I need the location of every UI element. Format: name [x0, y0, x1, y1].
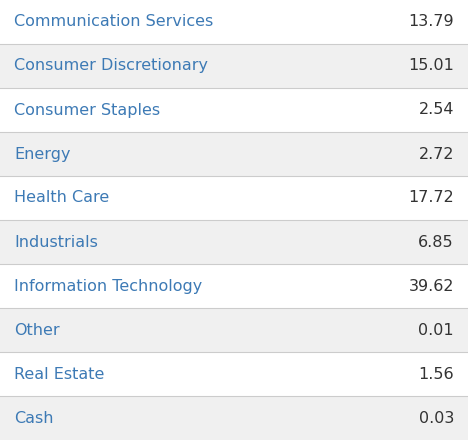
- Text: 1.56: 1.56: [418, 367, 454, 381]
- Text: Real Estate: Real Estate: [14, 367, 104, 381]
- Text: Health Care: Health Care: [14, 191, 110, 205]
- Bar: [0, 44, 468, 88]
- Text: 2.72: 2.72: [418, 147, 454, 161]
- Text: Communication Services: Communication Services: [14, 15, 213, 29]
- Text: Industrials: Industrials: [14, 235, 98, 249]
- Text: 0.01: 0.01: [418, 323, 454, 337]
- Bar: [0, 88, 468, 132]
- Text: 39.62: 39.62: [409, 279, 454, 293]
- Text: 2.54: 2.54: [418, 103, 454, 117]
- Text: 0.03: 0.03: [418, 411, 454, 425]
- Text: Information Technology: Information Technology: [14, 279, 202, 293]
- Text: 13.79: 13.79: [409, 15, 454, 29]
- Text: Cash: Cash: [14, 411, 53, 425]
- Text: Energy: Energy: [14, 147, 71, 161]
- Bar: [0, 308, 468, 352]
- Bar: [0, 0, 468, 44]
- Text: 15.01: 15.01: [408, 59, 454, 73]
- Bar: [0, 396, 468, 440]
- Bar: [0, 176, 468, 220]
- Text: Other: Other: [14, 323, 59, 337]
- Text: 17.72: 17.72: [408, 191, 454, 205]
- Text: 6.85: 6.85: [418, 235, 454, 249]
- Text: Consumer Discretionary: Consumer Discretionary: [14, 59, 208, 73]
- Text: Consumer Staples: Consumer Staples: [14, 103, 160, 117]
- Bar: [0, 220, 468, 264]
- Bar: [0, 352, 468, 396]
- Bar: [0, 132, 468, 176]
- Bar: [0, 264, 468, 308]
